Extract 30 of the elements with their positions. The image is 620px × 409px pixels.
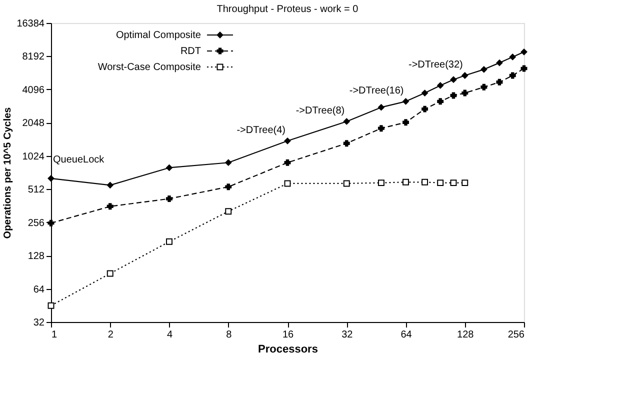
legend-label: Optimal Composite	[116, 30, 202, 41]
annotation: ->DTree(8)	[296, 105, 345, 116]
y-tick-label: 16384	[16, 18, 45, 30]
y-tick-label: 128	[28, 251, 45, 262]
y-tick-label: 4096	[22, 84, 45, 96]
x-tick-label: 64	[400, 330, 412, 340]
annotation: ->DTree(4)	[236, 124, 286, 136]
annotation: QueueLock	[53, 154, 106, 166]
legend-label: Worst-Case Composite	[98, 62, 202, 73]
chart-title: Throughput - Proteus - work = 0	[216, 4, 359, 15]
x-axis-title: Processors	[258, 344, 318, 356]
annotation: ->DTree(16)	[349, 85, 404, 96]
x-tick-label: 2	[108, 330, 114, 340]
y-tick-label: 256	[28, 218, 45, 229]
x-tick-label: 8	[226, 330, 232, 340]
y-tick-label: 1024	[22, 151, 45, 162]
y-tick-label: 64	[33, 284, 45, 296]
y-tick-label: 32	[33, 318, 45, 328]
y-axis-title: Operations per 10^5 Cycles	[2, 106, 14, 239]
y-tick-label: 8192	[22, 52, 45, 63]
annotation: ->DTree(32)	[408, 59, 463, 70]
x-tick-label: 1	[52, 330, 58, 340]
y-tick-label: 2048	[22, 118, 45, 130]
x-tick-label: 16	[282, 330, 294, 340]
y-tick-label: 512	[28, 184, 45, 196]
x-tick-label: 256	[508, 330, 525, 340]
x-tick-label: 128	[457, 330, 474, 340]
x-tick-label: 4	[166, 330, 173, 340]
legend-label: RDT	[180, 46, 201, 57]
x-tick-label: 32	[342, 330, 354, 340]
